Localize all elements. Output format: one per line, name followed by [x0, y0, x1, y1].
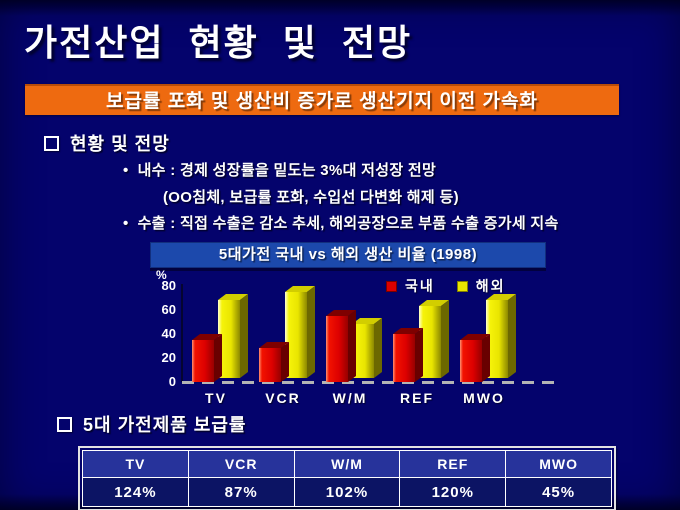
x-axis-baseline: [182, 381, 556, 384]
table-cell-value: 45%: [505, 477, 612, 507]
bar-front-face: [192, 340, 214, 382]
bar-overseas-VCR: [285, 284, 315, 378]
bar-overseas-REF: [419, 298, 449, 378]
section-heading-penetration: 5대 가전제품 보급률: [57, 411, 247, 437]
bar-domestic-VCR: [259, 340, 289, 382]
bar-side-face: [307, 285, 315, 378]
table-cell-value: 120%: [399, 477, 507, 507]
table-column-header: REF: [399, 450, 507, 478]
table-cell-value: 102%: [293, 477, 401, 507]
legend-label: 국내: [405, 278, 435, 294]
bar-front-face: [419, 306, 441, 378]
bar-side-face: [374, 317, 382, 378]
x-axis-category-label: TV: [205, 390, 227, 406]
x-axis-category-label: VCR: [265, 390, 301, 406]
chart-title-text: 5대가전 국내 vs 해외 생산 비율 (1998): [218, 246, 478, 263]
bar-overseas-W/M: [352, 316, 382, 378]
bar-front-face: [393, 334, 415, 382]
chart-title-bar: 5대가전 국내 vs 해외 생산 비율 (1998): [150, 242, 546, 268]
legend-label: 해외: [475, 278, 506, 294]
bar-side-face: [508, 293, 516, 378]
square-bullet-icon: [57, 416, 72, 432]
legend-item-domestic: 국내: [386, 276, 435, 296]
bar-side-face: [415, 327, 423, 382]
bar-side-face: [240, 293, 248, 378]
legend-swatch-icon: [386, 280, 397, 292]
bar-side-face: [348, 309, 356, 382]
table-header-row: TV VCR W/M REF MWO: [82, 450, 612, 478]
bar-front-face: [285, 292, 307, 378]
bar-front-face: [486, 300, 508, 378]
production-ratio-chart: % 국내 해외 0 20 40 60 80 TV VCR W/M REF MWO: [148, 268, 560, 406]
bullet-dot-icon: •: [123, 162, 129, 179]
y-axis-tick-label: 20: [161, 350, 176, 365]
bar-front-face: [218, 300, 240, 378]
bar-front-face: [460, 340, 482, 382]
legend-swatch-icon: [456, 280, 468, 292]
table-value-row: 124% 87% 102% 120% 45%: [82, 477, 612, 507]
bar-side-face: [281, 341, 289, 382]
x-axis-category-label: W/M: [332, 390, 368, 406]
bullet-dot-icon: •: [123, 215, 129, 232]
bullet-domestic-note: (OO침체, 보급률 포화, 수입선 다변화 해제 등): [163, 186, 459, 207]
y-axis-tick-label: 60: [161, 302, 176, 317]
bar-front-face: [259, 348, 281, 382]
bar-domestic-W/M: [326, 308, 356, 382]
y-axis-tick-label: 0: [168, 374, 176, 389]
penetration-table-grid: TV VCR W/M REF MWO 124% 87% 102% 120% 45%: [82, 450, 612, 507]
chart-legend: 국내 해외: [386, 276, 506, 296]
y-axis-unit-label: %: [156, 268, 167, 282]
bar-overseas-MWO: [486, 292, 516, 378]
bar-side-face: [441, 299, 449, 378]
bar-side-face: [482, 333, 490, 382]
square-bullet-icon: [44, 135, 59, 151]
bar-overseas-TV: [218, 292, 248, 378]
headline-banner: 보급률 포화 및 생산비 증가로 생산기지 이전 가속화: [25, 84, 619, 115]
bar-side-face: [214, 333, 222, 382]
bullet-export: • 수출 : 직접 수출은 감소 추세, 해외공장으로 부품 수출 증가세 지속: [123, 212, 559, 233]
table-cell-value: 124%: [82, 477, 189, 507]
table-column-header: W/M: [293, 450, 401, 478]
y-axis-line: [181, 284, 183, 382]
bullet-text: (OO침체, 보급률 포화, 수입선 다변화 해제 등): [163, 189, 459, 206]
headline-text: 보급률 포화 및 생산비 증가로 생산기지 이전 가속화: [105, 91, 539, 112]
bar-domestic-REF: [393, 326, 423, 382]
page-title: 가전산업 현황 및 전망: [24, 22, 413, 63]
bar-domestic-MWO: [460, 332, 490, 382]
table-column-header: MWO: [505, 450, 612, 478]
table-column-header: TV: [82, 450, 189, 478]
table-cell-value: 87%: [187, 477, 295, 507]
y-axis-tick-label: 80: [161, 278, 176, 293]
bar-domestic-TV: [192, 332, 222, 382]
x-axis-category-label: MWO: [463, 390, 505, 406]
bar-front-face: [352, 324, 374, 378]
section-title: 5대 가전제품 보급률: [83, 415, 247, 435]
penetration-table: TV VCR W/M REF MWO 124% 87% 102% 120% 45%: [78, 446, 616, 510]
table-column-header: VCR: [187, 450, 295, 478]
bullet-text: 내수 : 경제 성장률을 밑도는 3%대 저성장 전망: [137, 162, 437, 179]
bullet-text: 수출 : 직접 수출은 감소 추세, 해외공장으로 부품 수출 증가세 지속: [137, 215, 559, 232]
section-title: 현황 및 전망: [70, 134, 170, 154]
bar-front-face: [326, 316, 348, 382]
x-axis-category-label: REF: [400, 390, 434, 406]
section-heading-status: 현황 및 전망: [44, 130, 170, 156]
y-axis-tick-label: 40: [161, 326, 176, 341]
legend-item-overseas: 해외: [456, 276, 506, 296]
bullet-domestic-demand: • 내수 : 경제 성장률을 밑도는 3%대 저성장 전망: [123, 159, 436, 180]
